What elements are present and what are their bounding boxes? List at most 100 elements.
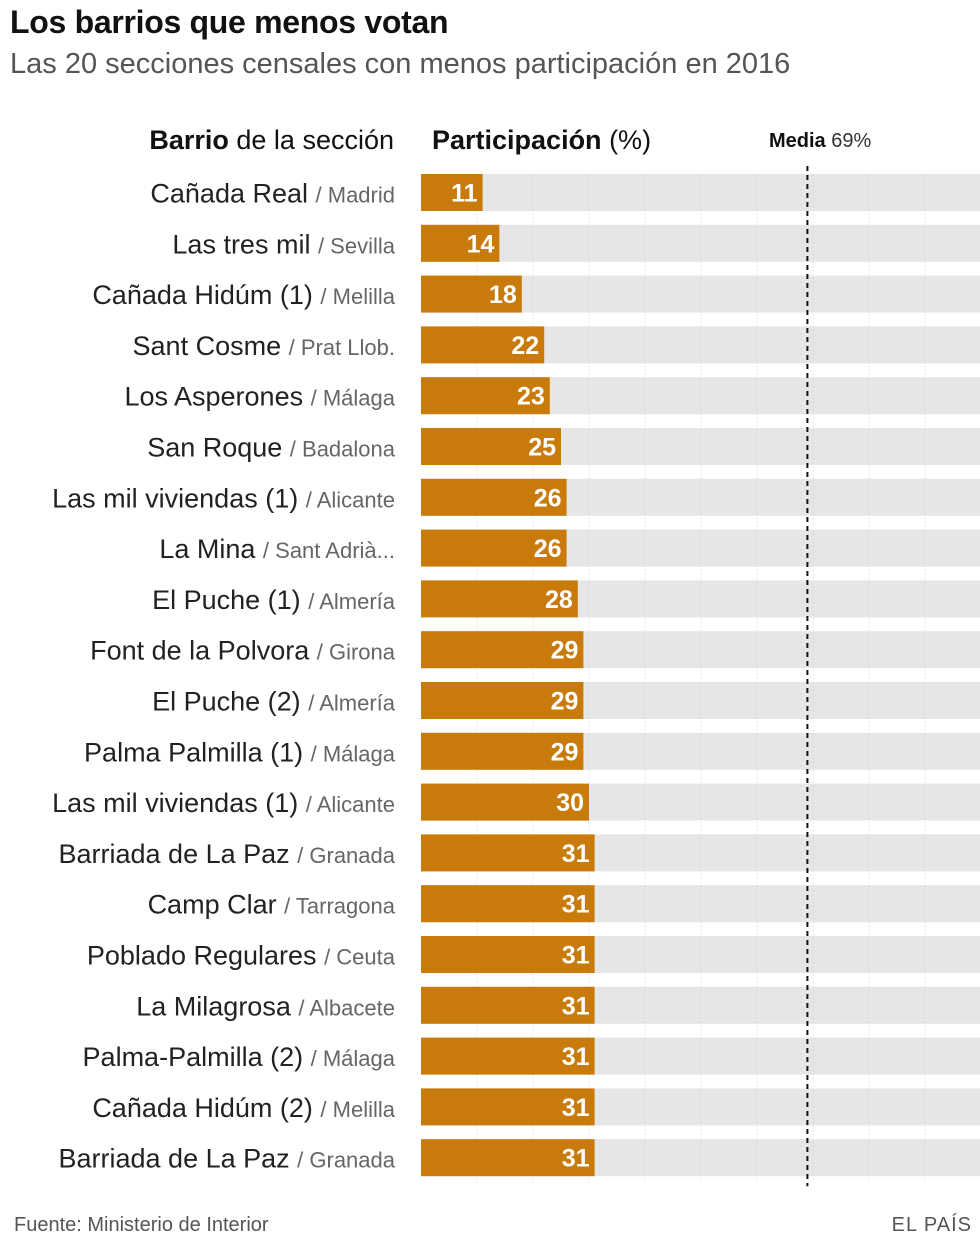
bar (421, 174, 483, 211)
city-name: / Almería (308, 691, 396, 716)
category-label: El Puche (2) / Almería (152, 687, 396, 717)
city-name: / Málaga (311, 386, 396, 411)
neighborhood-name: Palma Palmilla (1) (84, 737, 311, 767)
bar (421, 377, 550, 415)
city-name: / Alicante (306, 487, 395, 512)
average-label: Media 69% (769, 130, 871, 153)
data-label: 18 (489, 281, 517, 309)
bar (421, 428, 561, 465)
category-label: Poblado Regulares / Ceuta (87, 941, 396, 971)
chart-subtitle: Las 20 secciones censales con menos part… (10, 48, 791, 80)
city-name: / Girona (317, 640, 396, 665)
city-name: / Madrid (316, 183, 395, 208)
data-label: 26 (534, 484, 562, 512)
data-label: 31 (562, 1043, 590, 1071)
data-label: 25 (528, 434, 556, 462)
neighborhood-name: Palma-Palmilla (2) (83, 1042, 311, 1072)
bar (421, 682, 584, 719)
bar (421, 224, 500, 262)
chart-title: Los barrios que menos votan (10, 4, 449, 40)
data-label: 14 (467, 230, 495, 258)
neighborhood-name: Los Asperones (124, 382, 310, 412)
category-label: Los Asperones / Málaga (124, 382, 395, 412)
data-label: 31 (562, 1094, 590, 1122)
neighborhood-name: Las mil viviendas (1) (52, 788, 306, 818)
category-label: Las mil viviendas (1) / Alicante (52, 483, 395, 513)
data-label: 23 (517, 383, 545, 411)
city-name: / Melilla (320, 284, 395, 309)
neighborhood-name: Las tres mil (172, 229, 318, 259)
category-label: Palma-Palmilla (2) / Málaga (83, 1042, 396, 1072)
bar (421, 732, 584, 770)
city-name: / Prat Llob. (289, 335, 395, 360)
city-name: / Badalona (290, 437, 396, 462)
neighborhood-name: Cañada Hidúm (2) (92, 1093, 320, 1123)
data-label: 22 (511, 332, 539, 360)
bar (421, 631, 584, 669)
category-label: Sant Cosme / Prat Llob. (133, 331, 395, 361)
neighborhood-name: Camp Clar (148, 890, 285, 920)
neighborhood-name: Barriada de La Paz (59, 839, 298, 869)
data-label: 29 (551, 688, 579, 716)
city-name: / Ceuta (324, 945, 396, 970)
category-label: Barriada de La Paz / Granada (59, 839, 396, 869)
city-name: / Albacete (298, 995, 395, 1020)
city-name: / Tarragona (284, 894, 396, 919)
neighborhood-name: San Roque (147, 433, 290, 463)
average-label-value: 69% (831, 130, 872, 152)
average-label-bold: Media (769, 130, 826, 152)
neighborhood-name: Font de la Polvora (90, 636, 317, 666)
data-label: 31 (562, 1145, 590, 1173)
brand-logo: EL PAÍS (891, 1214, 972, 1236)
city-name: / Granada (297, 1148, 396, 1173)
category-head-rest: de la sección (228, 125, 394, 155)
value-head-rest: (%) (601, 125, 652, 155)
category-label: El Puche (1) / Almería (152, 585, 396, 615)
neighborhood-name: El Puche (1) (152, 585, 308, 615)
data-label: 31 (562, 942, 590, 970)
data-label: 30 (556, 789, 584, 817)
data-label: 31 (562, 840, 590, 868)
bar (421, 1088, 595, 1126)
city-name: / Alicante (306, 792, 395, 817)
neighborhood-name: Cañada Real (150, 179, 315, 209)
value-head-bold: Participación (432, 125, 602, 155)
data-label: 31 (562, 992, 590, 1020)
data-label: 28 (545, 586, 573, 614)
data-label: 11 (451, 180, 478, 208)
bar-chart: 11 Cañada Real / Madrid 14 Las tres mil / S… (52, 165, 980, 1187)
bar (421, 478, 567, 516)
city-name: / Granada (297, 843, 396, 868)
city-name: / Málaga (311, 741, 396, 766)
neighborhood-name: Las mil viviendas (1) (52, 483, 306, 513)
data-label: 29 (551, 637, 579, 665)
neighborhood-name: El Puche (2) (152, 687, 308, 717)
neighborhood-name: Sant Cosme (133, 331, 289, 361)
category-label: Cañada Real / Madrid (150, 179, 395, 209)
category-label: Camp Clar / Tarragona (148, 890, 396, 920)
bar (421, 580, 578, 618)
neighborhood-name: La Milagrosa (136, 991, 298, 1021)
data-label: 29 (551, 738, 579, 766)
category-label: Font de la Polvora / Girona (90, 636, 396, 666)
category-label: Las tres mil / Sevilla (172, 229, 395, 259)
category-label: La Mina / Sant Adrià... (159, 534, 395, 564)
bar (421, 936, 595, 973)
source-note: Fuente: Ministerio de Interior (14, 1214, 269, 1236)
data-label: 31 (562, 891, 590, 919)
bar (421, 1037, 595, 1075)
bar (421, 275, 522, 313)
category-label: Cañada Hidúm (2) / Melilla (92, 1093, 395, 1123)
category-label: Cañada Hidúm (1) / Melilla (92, 280, 395, 310)
value-column-head: Participación (%) (432, 125, 651, 156)
neighborhood-name: Poblado Regulares (87, 941, 324, 971)
category-label: San Roque / Badalona (147, 433, 396, 463)
bar (421, 885, 595, 923)
neighborhood-name: Barriada de La Paz (59, 1144, 298, 1174)
category-head-bold: Barrio (149, 125, 229, 155)
bar (421, 1139, 595, 1177)
data-label: 26 (534, 535, 562, 563)
city-name: / Sevilla (318, 233, 396, 258)
city-name: / Sant Adrià... (263, 538, 395, 563)
category-label: Palma Palmilla (1) / Málaga (84, 737, 396, 767)
